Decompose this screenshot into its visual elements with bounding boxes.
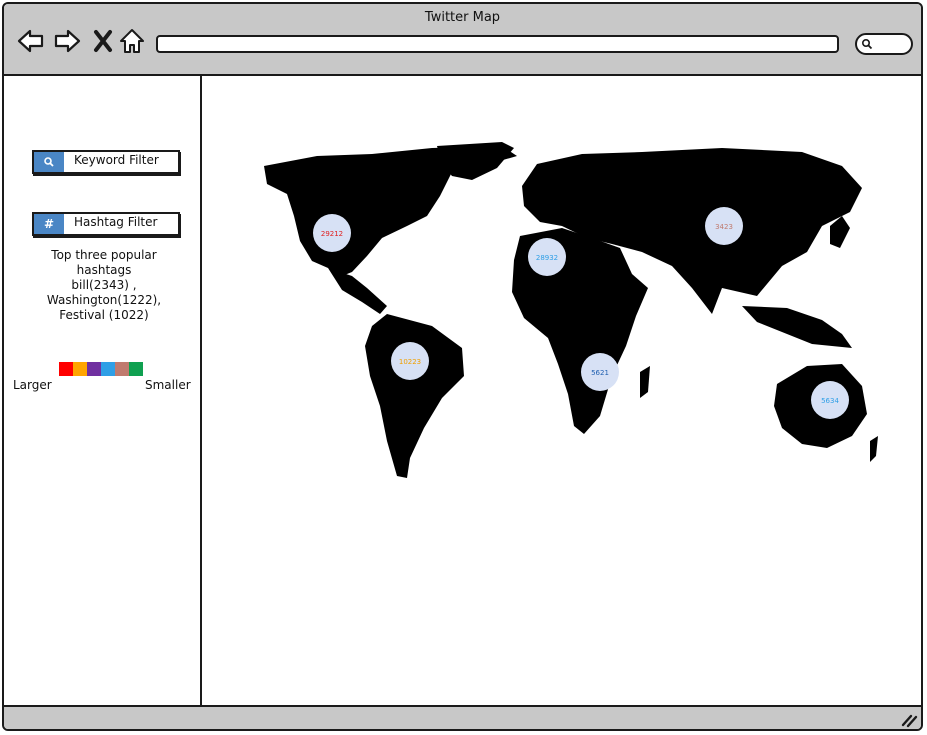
map-marker-count: 29212 bbox=[321, 230, 343, 238]
eurasia-landmass bbox=[522, 148, 862, 314]
madagascar-landmass bbox=[640, 366, 650, 398]
map-marker-circle[interactable] bbox=[391, 342, 429, 380]
resize-handle-icon[interactable] bbox=[899, 710, 919, 728]
back-arrow-icon[interactable] bbox=[16, 26, 46, 56]
status-bar bbox=[4, 705, 921, 729]
map-marker-count: 28932 bbox=[536, 254, 558, 262]
browser-search-field[interactable] bbox=[855, 33, 913, 55]
map-marker-south-america[interactable]: 10223 bbox=[391, 342, 429, 380]
scale-smaller-label: Smaller bbox=[145, 378, 191, 392]
top-hashtags-line: hashtags bbox=[76, 263, 132, 277]
map-marker-circle[interactable] bbox=[581, 353, 619, 391]
map-marker-circle[interactable] bbox=[313, 214, 351, 252]
scale-larger-label: Larger bbox=[13, 378, 52, 392]
size-color-scale bbox=[59, 362, 143, 376]
map-marker-circle[interactable] bbox=[528, 238, 566, 276]
central-america-landmass bbox=[328, 268, 387, 314]
scale-swatch bbox=[115, 362, 129, 376]
world-map-graphic: 29212 28932 3423 10223 5621 5634 bbox=[264, 142, 878, 478]
scale-swatch bbox=[59, 362, 73, 376]
top-hashtags-line: bill(2343) , bbox=[71, 278, 137, 292]
scale-swatch bbox=[87, 362, 101, 376]
forward-arrow-icon[interactable] bbox=[52, 26, 82, 56]
address-bar[interactable] bbox=[156, 35, 839, 53]
top-hashtags-line: Washington(1222), bbox=[46, 293, 162, 307]
top-hashtags-line: Festival (1022) bbox=[59, 308, 149, 322]
map-marker-north-america[interactable]: 29212 bbox=[313, 214, 351, 252]
top-hashtags-line: Top three popular bbox=[51, 248, 157, 262]
south-america-landmass bbox=[365, 314, 464, 478]
japan-landmass bbox=[830, 216, 850, 248]
map-marker-count: 5634 bbox=[821, 397, 839, 405]
hashtag-icon: # bbox=[34, 214, 64, 234]
southeast-asia-islands bbox=[742, 306, 852, 348]
keyword-filter-label: Keyword Filter bbox=[74, 153, 159, 167]
scale-swatch bbox=[101, 362, 115, 376]
sidebar: Keyword Filter # Hashtag Filter Top thre… bbox=[4, 76, 202, 705]
window-title: Twitter Map bbox=[424, 10, 501, 25]
map-marker-circle[interactable] bbox=[705, 207, 743, 245]
map-marker-count: 5621 bbox=[591, 369, 609, 377]
home-icon[interactable] bbox=[117, 26, 147, 56]
map-marker-north-africa[interactable]: 28932 bbox=[528, 238, 566, 276]
world-map[interactable]: 29212 28932 3423 10223 5621 5634 bbox=[202, 76, 921, 705]
map-marker-asia[interactable]: 3423 bbox=[705, 207, 743, 245]
top-hashtags-text: Top three popular hashtags bill(2343) , … bbox=[14, 248, 194, 323]
scale-swatch bbox=[73, 362, 87, 376]
search-icon bbox=[34, 152, 64, 172]
hashtag-filter-label: Hashtag Filter bbox=[74, 215, 158, 229]
africa-landmass bbox=[512, 228, 648, 434]
keyword-filter-button[interactable]: Keyword Filter bbox=[32, 150, 180, 174]
close-icon[interactable] bbox=[88, 26, 118, 56]
title-bar: Twitter Map bbox=[4, 4, 921, 76]
map-marker-australia[interactable]: 5634 bbox=[811, 381, 849, 419]
map-marker-circle[interactable] bbox=[811, 381, 849, 419]
marker-layer: 29212 28932 3423 10223 5621 5634 bbox=[313, 207, 849, 419]
scale-swatch bbox=[129, 362, 143, 376]
greenland-landmass bbox=[437, 142, 514, 180]
map-marker-count: 10223 bbox=[399, 358, 421, 366]
map-marker-count: 3423 bbox=[715, 223, 733, 231]
new-zealand-landmass bbox=[870, 436, 878, 462]
search-icon bbox=[861, 38, 873, 50]
map-marker-southern-africa[interactable]: 5621 bbox=[581, 353, 619, 391]
hashtag-filter-button[interactable]: # Hashtag Filter bbox=[32, 212, 180, 236]
